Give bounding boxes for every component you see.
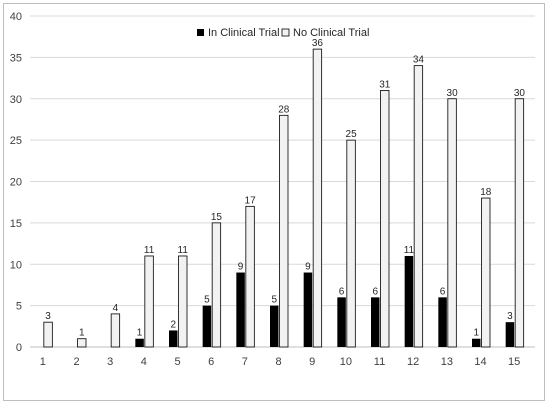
legend: In Clinical Trial No Clinical Trial bbox=[197, 27, 369, 39]
data-label: 1 bbox=[473, 328, 479, 339]
x-tick-label: 2 bbox=[73, 356, 79, 368]
legend-swatch-in-trial bbox=[197, 29, 204, 36]
bar-in-trial-11 bbox=[371, 297, 380, 347]
x-tick-label: 4 bbox=[141, 356, 147, 368]
bar-no-trial-4 bbox=[144, 255, 154, 348]
legend-label-in-trial: In Clinical Trial bbox=[208, 27, 280, 39]
y-tick-label: 0 bbox=[16, 342, 22, 354]
x-tick-label: 15 bbox=[508, 356, 520, 368]
data-label: 6 bbox=[339, 286, 345, 297]
bar-no-trial-9 bbox=[312, 48, 323, 348]
bar-no-trial-15 bbox=[514, 98, 525, 348]
data-label: 18 bbox=[480, 187, 492, 198]
bar-in-trial-10 bbox=[337, 297, 346, 347]
y-tick-label: 40 bbox=[10, 11, 22, 23]
bar-no-trial-10 bbox=[346, 139, 356, 348]
y-tick-label: 30 bbox=[10, 94, 22, 106]
y-tick-label: 35 bbox=[10, 52, 22, 64]
x-tick-label: 11 bbox=[374, 356, 385, 368]
legend-swatch-no-trial bbox=[281, 28, 290, 37]
bar-no-trial-3 bbox=[110, 313, 121, 348]
data-label: 15 bbox=[211, 212, 223, 223]
data-label: 5 bbox=[204, 295, 210, 306]
bar-no-trial-13 bbox=[447, 98, 457, 348]
bar-no-trial-8 bbox=[279, 114, 289, 348]
data-label: 11 bbox=[404, 245, 415, 256]
legend-label-no-trial: No Clinical Trial bbox=[293, 27, 369, 39]
data-label: 28 bbox=[278, 104, 290, 115]
x-tick-label: 13 bbox=[441, 356, 453, 368]
x-tick-label: 12 bbox=[407, 356, 419, 368]
bar-in-trial-13 bbox=[438, 297, 447, 347]
data-label: 11 bbox=[178, 245, 189, 256]
bar-no-trial-14 bbox=[481, 197, 491, 348]
data-label: 30 bbox=[447, 88, 459, 99]
data-label: 1 bbox=[79, 328, 85, 339]
bar-no-trial-7 bbox=[245, 205, 255, 348]
data-label: 30 bbox=[514, 88, 526, 99]
bar-no-trial-2 bbox=[77, 338, 87, 348]
bar-in-trial-9 bbox=[303, 272, 313, 347]
y-tick-label: 25 bbox=[10, 135, 22, 147]
bar-no-trial-6 bbox=[211, 222, 222, 348]
x-tick-label: 3 bbox=[107, 356, 113, 368]
bar-in-trial-8 bbox=[270, 305, 279, 347]
y-tick-label: 15 bbox=[10, 218, 22, 230]
data-label: 31 bbox=[379, 79, 391, 90]
data-label: 11 bbox=[144, 245, 155, 256]
bar-no-trial-11 bbox=[380, 90, 390, 348]
data-label: 17 bbox=[245, 195, 257, 206]
data-label: 36 bbox=[312, 38, 324, 49]
data-label: 9 bbox=[305, 262, 311, 273]
data-label: 3 bbox=[45, 311, 51, 322]
bar-in-trial-14 bbox=[472, 338, 481, 347]
bar-in-trial-7 bbox=[236, 272, 245, 347]
data-label: 3 bbox=[507, 311, 513, 322]
bar-in-trial-6 bbox=[202, 305, 212, 347]
y-tick-label: 5 bbox=[16, 301, 22, 313]
data-label: 6 bbox=[440, 286, 446, 297]
y-tick-label: 20 bbox=[10, 177, 22, 189]
x-tick-label: 9 bbox=[309, 356, 315, 368]
data-label: 9 bbox=[238, 262, 244, 273]
x-tick-label: 1 bbox=[40, 356, 46, 368]
x-tick-label: 10 bbox=[340, 356, 352, 368]
data-label: 4 bbox=[113, 303, 119, 314]
data-label: 1 bbox=[137, 328, 143, 339]
data-label: 6 bbox=[372, 286, 378, 297]
x-tick-label: 5 bbox=[174, 356, 180, 368]
bar-in-trial-5 bbox=[169, 330, 178, 347]
x-tick-label: 6 bbox=[208, 356, 214, 368]
x-tick-label: 14 bbox=[474, 356, 486, 368]
bar-no-trial-12 bbox=[413, 65, 424, 348]
y-tick-label: 10 bbox=[10, 259, 22, 271]
data-label: 34 bbox=[413, 55, 425, 66]
x-tick-label: 8 bbox=[275, 356, 281, 368]
bar-in-trial-15 bbox=[505, 322, 515, 347]
data-label: 25 bbox=[346, 129, 358, 140]
x-tick-label: 7 bbox=[242, 356, 248, 368]
bar-no-trial-5 bbox=[178, 255, 188, 348]
bar-in-trial-12 bbox=[404, 255, 414, 347]
bar-no-trial-1 bbox=[43, 321, 53, 348]
bar-in-trial-4 bbox=[135, 338, 144, 347]
data-label: 2 bbox=[170, 319, 176, 330]
data-label: 5 bbox=[271, 295, 277, 306]
